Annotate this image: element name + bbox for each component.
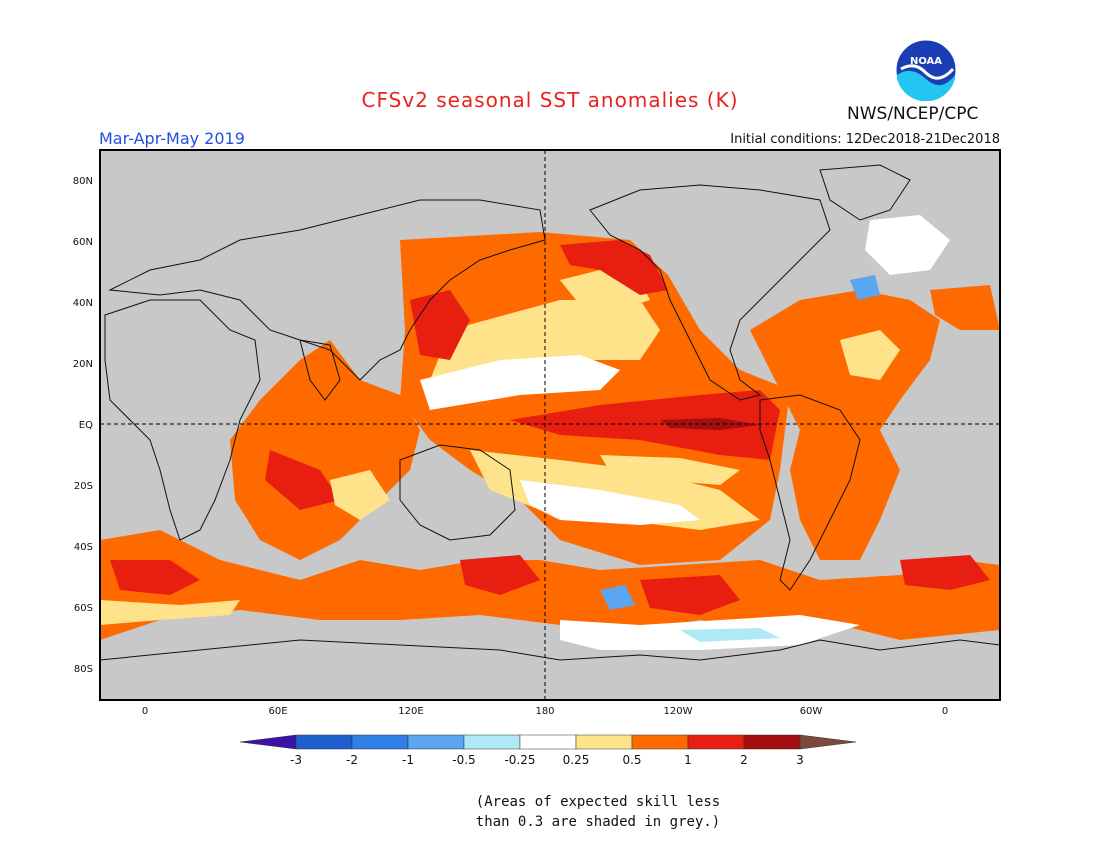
north-pacific-warm-patch — [560, 240, 668, 295]
noaa-logo: NOAA — [895, 39, 957, 101]
color-scale-tick-label: -2 — [346, 753, 358, 767]
north-atlantic-warm-band — [930, 285, 1000, 330]
map-frame — [99, 149, 1001, 701]
lon-label: 60E — [268, 706, 287, 717]
eurasia-outline — [108, 199, 546, 381]
color-scale-high-arrow — [799, 734, 857, 750]
latitude-labels: 80N 60N 40N 20N EQ 20S 40S 60S 80S — [73, 176, 93, 675]
color-scale-segment — [687, 734, 745, 750]
southern-ocean-strong-patch — [110, 560, 200, 595]
map-title: CFSv2 seasonal SST anomalies (K) — [361, 88, 739, 112]
lat-label: 20S — [74, 481, 93, 492]
sst-anomaly-map: 80N 60N 40N 20N EQ 20S 40S 60S 80S 0 60E… — [73, 149, 1001, 717]
lon-label: 0 — [142, 706, 148, 717]
color-scale-segments — [239, 734, 857, 750]
lon-label: 60W — [800, 706, 823, 717]
southern-ocean-cold-patch — [600, 585, 635, 610]
color-scale-bar: -3 -2 -1 -0.5 -0.25 0.25 0.5 1 2 3 — [239, 734, 857, 767]
initial-conditions: Initial conditions: 12Dec2018-21Dec2018 — [730, 132, 1000, 147]
color-scale-tick-label: 1 — [684, 753, 692, 767]
color-scale-segment — [463, 734, 521, 750]
south-pacific-neutral-band — [520, 480, 700, 525]
indian-ocean-warm-patch — [265, 450, 340, 510]
atlantic-cold-patch — [850, 275, 880, 300]
southern-ocean-strong-patch-2 — [640, 575, 740, 615]
antarctica-outline — [100, 639, 1000, 661]
coastlines — [100, 164, 1000, 661]
color-scale-tick-label: 0.25 — [563, 753, 590, 767]
color-scale-tick-label: -0.25 — [504, 753, 535, 767]
southern-ocean-light-band — [100, 600, 240, 625]
north-america-outline — [589, 184, 831, 401]
india-outline — [299, 339, 341, 401]
lat-label: 80N — [73, 176, 93, 187]
lat-label: 60S — [74, 603, 93, 614]
skill-footnote: (Areas of expected skill less than 0.3 a… — [475, 794, 721, 830]
color-scale-segment — [351, 734, 409, 750]
logo-text: NOAA — [910, 56, 942, 67]
color-scale-tick-label: 0.5 — [622, 753, 641, 767]
color-scale-segment — [631, 734, 689, 750]
southern-ocean-strong-patch-3 — [900, 555, 990, 590]
lat-label: 40N — [73, 298, 93, 309]
southern-ocean-warm-band — [100, 530, 1000, 640]
color-scale-segment — [743, 734, 801, 750]
southern-ocean-slight-cold-band — [680, 628, 780, 642]
color-scale-tick-label: 2 — [740, 753, 748, 767]
color-scale-segment — [295, 734, 353, 750]
lon-label: 120W — [664, 706, 693, 717]
color-scale-tick-label: -0.5 — [452, 753, 475, 767]
longitude-labels: 0 60E 120E 180 120W 60W 0 — [142, 706, 948, 717]
south-america-outline — [759, 394, 861, 591]
color-scale-tick-label: -3 — [290, 753, 302, 767]
color-scale-segment — [519, 734, 577, 750]
lat-label: EQ — [79, 420, 93, 431]
equatorial-warm-tongue — [510, 390, 780, 460]
color-scale-tick-label: -1 — [402, 753, 414, 767]
lat-label: 20N — [73, 359, 93, 370]
southern-ocean-strong-patch-4 — [460, 555, 540, 595]
australia-outline — [399, 444, 516, 541]
color-scale-tick-label: 3 — [796, 753, 804, 767]
greenland-outline — [819, 164, 911, 221]
north-pacific-neutral-band — [420, 355, 620, 410]
lon-label: 180 — [535, 706, 554, 717]
agency-label: NWS/NCEP/CPC — [847, 104, 979, 124]
color-scale-segment — [575, 734, 633, 750]
forecast-period: Mar-Apr-May 2019 — [99, 129, 245, 148]
atlantic-light-patch — [840, 330, 900, 380]
color-scale-low-arrow — [239, 734, 297, 750]
color-scale-segment — [407, 734, 465, 750]
lon-label: 0 — [942, 706, 948, 717]
atlantic-neutral-patch — [865, 215, 950, 275]
map-field — [100, 150, 1000, 700]
lat-label: 80S — [74, 664, 93, 675]
color-scale-tick-labels: -3 -2 -1 -0.5 -0.25 0.25 0.5 1 2 3 — [290, 753, 804, 767]
south-pacific-light-band-2 — [600, 455, 740, 485]
lon-label: 120E — [398, 706, 423, 717]
lat-label: 40S — [74, 542, 93, 553]
lat-label: 60N — [73, 237, 93, 248]
indian-ocean-light-patch — [330, 470, 390, 520]
africa-outline — [104, 299, 261, 541]
